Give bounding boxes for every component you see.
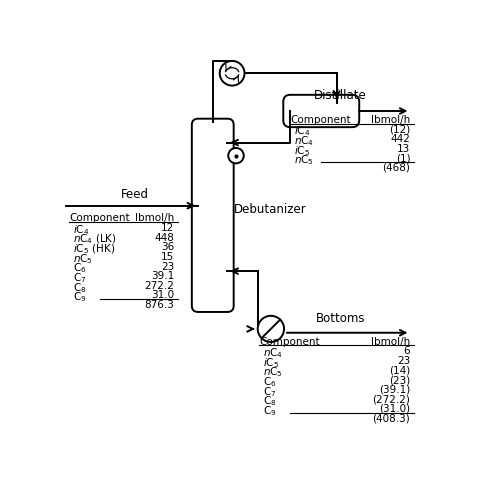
Text: (14): (14) (389, 365, 410, 376)
Text: $i$C$_5$: $i$C$_5$ (294, 144, 310, 157)
Text: (12): (12) (389, 124, 410, 135)
Text: C$_7$: C$_7$ (263, 385, 277, 398)
FancyBboxPatch shape (192, 119, 234, 312)
Text: 39.1: 39.1 (151, 271, 174, 281)
Text: 6: 6 (404, 346, 410, 356)
Text: $n$C$_4$: $n$C$_4$ (294, 134, 314, 148)
Text: 23: 23 (161, 261, 174, 272)
Text: 448: 448 (154, 233, 174, 243)
Text: 31.0: 31.0 (151, 291, 174, 300)
Text: 12: 12 (161, 223, 174, 233)
Text: (1): (1) (396, 153, 410, 163)
Text: Bottoms: Bottoms (316, 312, 365, 325)
Text: C$_9$: C$_9$ (73, 291, 87, 304)
Text: (408.3): (408.3) (373, 414, 410, 424)
Text: Component: Component (70, 213, 130, 223)
Text: 13: 13 (397, 144, 410, 154)
Text: C$_6$: C$_6$ (73, 261, 87, 275)
Text: $i$C$_5$ (HK): $i$C$_5$ (HK) (73, 242, 115, 256)
Text: $n$C$_4$: $n$C$_4$ (263, 346, 283, 360)
Circle shape (220, 61, 245, 86)
Text: C$_9$: C$_9$ (263, 404, 277, 418)
Text: $i$C$_5$: $i$C$_5$ (263, 356, 280, 370)
Text: $i$C$_4$: $i$C$_4$ (294, 124, 311, 138)
Text: Component: Component (290, 115, 351, 125)
Text: $n$C$_5$: $n$C$_5$ (73, 252, 93, 266)
Text: (31.0): (31.0) (379, 404, 410, 414)
Text: 272.2: 272.2 (144, 281, 174, 291)
Circle shape (258, 316, 284, 342)
FancyBboxPatch shape (283, 95, 359, 127)
Text: C$_8$: C$_8$ (263, 395, 277, 408)
Text: C$_8$: C$_8$ (73, 281, 87, 295)
Text: 36: 36 (161, 242, 174, 252)
Text: $i$C$_4$: $i$C$_4$ (73, 223, 90, 237)
Text: 23: 23 (397, 356, 410, 366)
Text: (272.2): (272.2) (373, 395, 410, 404)
Text: (468): (468) (383, 163, 410, 173)
Text: lbmol/h: lbmol/h (371, 337, 410, 346)
Text: lbmol/h: lbmol/h (371, 115, 410, 125)
Text: (23): (23) (389, 375, 410, 385)
Text: $n$C$_5$: $n$C$_5$ (294, 153, 314, 167)
Text: 15: 15 (161, 252, 174, 262)
Text: lbmol/h: lbmol/h (135, 213, 174, 223)
Text: Feed: Feed (121, 188, 149, 201)
Circle shape (228, 148, 244, 163)
Text: 442: 442 (390, 134, 410, 144)
Text: Debutanizer: Debutanizer (234, 203, 307, 216)
Text: (39.1): (39.1) (379, 385, 410, 395)
Text: C$_7$: C$_7$ (73, 271, 87, 285)
Text: $n$C$_4$ (LK): $n$C$_4$ (LK) (73, 233, 117, 246)
Text: Distillate: Distillate (314, 89, 367, 102)
Text: C$_6$: C$_6$ (263, 375, 277, 389)
Text: Component: Component (259, 337, 320, 346)
Text: $n$C$_5$: $n$C$_5$ (263, 365, 283, 379)
Text: 876.3: 876.3 (144, 300, 174, 310)
